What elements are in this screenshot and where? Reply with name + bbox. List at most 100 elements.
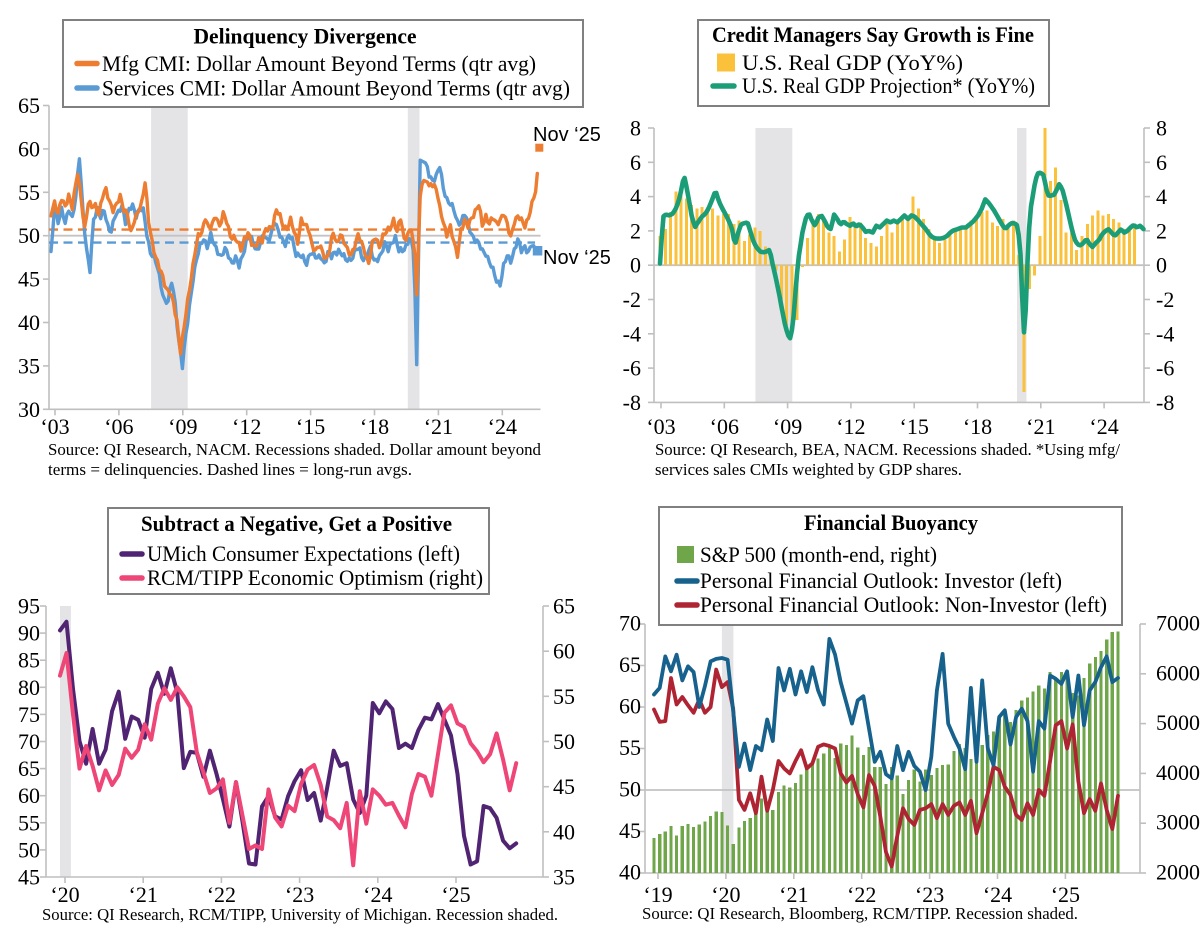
svg-text:‘25: ‘25 — [1051, 882, 1080, 907]
svg-text:Mfg CMI: Dollar Amount Beyond: Mfg CMI: Dollar Amount Beyond Terms (qtr… — [102, 51, 536, 76]
svg-text:‘03: ‘03 — [646, 414, 675, 439]
svg-text:70: 70 — [18, 729, 40, 754]
svg-text:35: 35 — [18, 353, 40, 378]
svg-text:80: 80 — [18, 675, 40, 700]
svg-text:-8: -8 — [1156, 390, 1174, 415]
svg-text:5000: 5000 — [1156, 710, 1200, 735]
svg-text:‘23: ‘23 — [285, 882, 314, 907]
svg-text:-6: -6 — [1156, 356, 1174, 381]
svg-text:services sales CMIs weighted b: services sales CMIs weighted by GDP shar… — [655, 460, 962, 479]
svg-text:-4: -4 — [623, 321, 641, 346]
svg-text:Services CMI: Dollar Amount Be: Services CMI: Dollar Amount Beyond Terms… — [102, 76, 570, 101]
svg-text:-4: -4 — [1156, 321, 1174, 346]
svg-text:45: 45 — [619, 818, 641, 843]
svg-text:Source: QI Research, RCM/TIPP,: Source: QI Research, RCM/TIPP, Universit… — [42, 905, 558, 924]
svg-text:Subtract a Negative, Get a Pos: Subtract a Negative, Get a Positive — [141, 511, 452, 536]
svg-text:UMich Consumer Expectations (l: UMich Consumer Expectations (left) — [147, 541, 460, 566]
svg-text:75: 75 — [18, 702, 40, 727]
svg-text:‘09: ‘09 — [168, 414, 197, 439]
svg-text:55: 55 — [18, 810, 40, 835]
svg-text:Source: QI Research, Bloomberg: Source: QI Research, Bloomberg, RCM/TIPP… — [642, 904, 1078, 923]
svg-text:45: 45 — [18, 865, 40, 890]
svg-text:U.S. Real GDP Projection* (YoY: U.S. Real GDP Projection* (YoY%) — [742, 73, 1035, 98]
svg-text:45: 45 — [18, 267, 40, 292]
svg-text:65: 65 — [619, 652, 641, 677]
svg-text:55: 55 — [619, 735, 641, 760]
svg-text:Personal Financial Outlook: In: Personal Financial Outlook: Investor (le… — [700, 568, 1062, 593]
svg-text:0: 0 — [630, 253, 641, 278]
svg-text:‘25: ‘25 — [441, 882, 470, 907]
svg-text:60: 60 — [18, 136, 40, 161]
svg-text:7000: 7000 — [1156, 611, 1200, 636]
svg-text:‘21: ‘21 — [129, 882, 158, 907]
svg-text:65: 65 — [553, 594, 575, 619]
svg-text:6: 6 — [630, 150, 641, 175]
svg-text:40: 40 — [619, 860, 641, 885]
svg-text:-6: -6 — [623, 356, 641, 381]
svg-text:‘21: ‘21 — [424, 414, 453, 439]
svg-text:‘24: ‘24 — [363, 882, 392, 907]
svg-text:50: 50 — [553, 729, 575, 754]
svg-text:0: 0 — [1156, 253, 1167, 278]
svg-text:8: 8 — [630, 116, 641, 141]
svg-text:‘24: ‘24 — [983, 882, 1012, 907]
svg-text:35: 35 — [553, 865, 575, 890]
svg-text:Nov ‘25: Nov ‘25 — [533, 124, 601, 146]
svg-text:50: 50 — [619, 777, 641, 802]
svg-text:95: 95 — [18, 594, 40, 619]
svg-text:90: 90 — [18, 621, 40, 646]
svg-text:70: 70 — [619, 611, 641, 636]
svg-text:terms = delinquencies. Dashed: terms = delinquencies. Dashed lines = lo… — [48, 460, 412, 479]
svg-text:‘22: ‘22 — [207, 882, 236, 907]
svg-text:3000: 3000 — [1156, 810, 1200, 835]
svg-text:6000: 6000 — [1156, 660, 1200, 685]
svg-text:50: 50 — [18, 223, 40, 248]
svg-text:Credit Managers Say Growth is: Credit Managers Say Growth is Fine — [712, 22, 1034, 47]
svg-text:65: 65 — [18, 756, 40, 781]
svg-text:‘12: ‘12 — [232, 414, 261, 439]
svg-text:‘03: ‘03 — [40, 414, 69, 439]
svg-text:4: 4 — [630, 184, 641, 209]
svg-text:U.S. Real GDP (YoY%): U.S. Real GDP (YoY%) — [742, 50, 963, 75]
svg-text:4000: 4000 — [1156, 760, 1200, 785]
svg-text:2: 2 — [630, 218, 641, 243]
svg-text:Source: QI Research, BEA, NAC: Source: QI Research, BEA, NACM. Recessio… — [655, 440, 1120, 459]
svg-text:‘24: ‘24 — [488, 414, 517, 439]
svg-text:RCM/TIPP Economic Optimism (ri: RCM/TIPP Economic Optimism (right) — [147, 565, 483, 590]
svg-text:‘21: ‘21 — [1026, 414, 1055, 439]
svg-text:‘24: ‘24 — [1089, 414, 1118, 439]
svg-text:‘15: ‘15 — [900, 414, 929, 439]
svg-text:-8: -8 — [623, 390, 641, 415]
svg-text:‘20: ‘20 — [711, 882, 740, 907]
svg-text:50: 50 — [18, 837, 40, 862]
svg-text:-2: -2 — [623, 287, 641, 312]
svg-text:‘20: ‘20 — [50, 882, 79, 907]
svg-text:65: 65 — [18, 93, 40, 118]
svg-text:2000: 2000 — [1156, 860, 1200, 885]
svg-text:40: 40 — [553, 819, 575, 844]
svg-text:8: 8 — [1156, 116, 1167, 141]
svg-text:‘23: ‘23 — [915, 882, 944, 907]
svg-text:55: 55 — [553, 684, 575, 709]
svg-text:40: 40 — [18, 310, 40, 335]
svg-text:‘22: ‘22 — [847, 882, 876, 907]
svg-text:60: 60 — [18, 783, 40, 808]
svg-text:‘06: ‘06 — [104, 414, 133, 439]
svg-text:‘18: ‘18 — [360, 414, 389, 439]
svg-text:‘06: ‘06 — [710, 414, 739, 439]
svg-text:60: 60 — [619, 694, 641, 719]
svg-text:‘21: ‘21 — [779, 882, 808, 907]
svg-text:60: 60 — [553, 639, 575, 664]
svg-text:S&P 500 (month-end, right): S&P 500 (month-end, right) — [700, 542, 937, 567]
svg-text:‘09: ‘09 — [773, 414, 802, 439]
svg-text:85: 85 — [18, 648, 40, 673]
svg-text:45: 45 — [553, 774, 575, 799]
svg-text:4: 4 — [1156, 184, 1167, 209]
svg-text:2: 2 — [1156, 218, 1167, 243]
svg-text:Financial Buoyancy: Financial Buoyancy — [804, 510, 978, 535]
svg-text:‘15: ‘15 — [296, 414, 325, 439]
svg-text:‘12: ‘12 — [836, 414, 865, 439]
svg-text:30: 30 — [18, 397, 40, 422]
svg-text:Source: QI Research, NACM. Rec: Source: QI Research, NACM. Recessions sh… — [48, 440, 541, 459]
svg-text:55: 55 — [18, 180, 40, 205]
